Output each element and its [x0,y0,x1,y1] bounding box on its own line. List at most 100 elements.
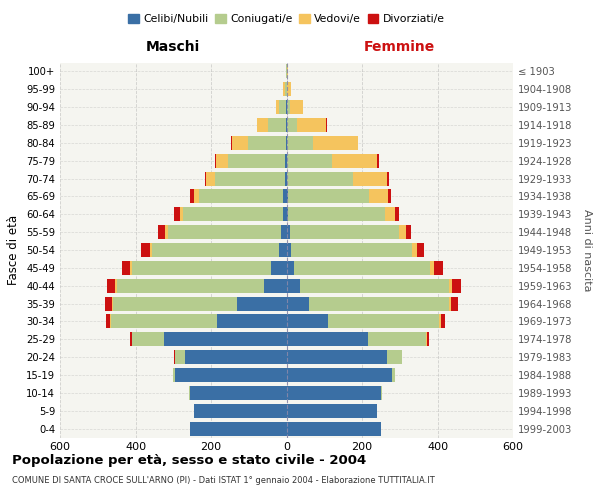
Bar [332,154,377,168]
Bar [150,243,152,257]
Bar [182,208,283,221]
Text: Popolazione per età, sesso e stato civile - 2004: Popolazione per età, sesso e stato civil… [12,454,366,467]
Bar [417,243,424,257]
Bar [287,225,290,239]
Bar [287,118,296,132]
Bar [164,332,287,346]
Bar [451,296,458,310]
Bar [194,190,199,203]
Bar [175,368,287,382]
Bar [190,386,287,400]
Bar [110,314,111,328]
Bar [289,208,385,221]
Bar [287,136,313,150]
Bar [287,296,309,310]
Bar [406,225,411,239]
Bar [368,332,426,346]
Bar [399,225,406,239]
Bar [385,208,395,221]
Bar [294,261,430,275]
Bar [141,243,150,257]
Bar [215,154,216,168]
Bar [395,208,399,221]
Bar [287,154,332,168]
Bar [287,261,294,275]
Bar [449,279,452,292]
Bar [190,190,194,203]
Bar [287,314,328,328]
Bar [287,332,368,346]
Legend: Celibi/Nubili, Coniugati/e, Vedovi/e, Divorziati/e: Celibi/Nubili, Coniugati/e, Vedovi/e, Di… [124,10,449,29]
Bar [287,279,300,292]
Y-axis label: Fasce di età: Fasce di età [7,215,20,285]
Bar [152,243,279,257]
Bar [205,172,206,185]
Bar [426,332,427,346]
Bar [194,404,287,417]
Bar [167,225,281,239]
Bar [158,225,166,239]
Bar [257,118,268,132]
Bar [377,154,379,168]
Bar [175,208,179,221]
Bar [401,350,403,364]
Bar [353,172,387,185]
Bar [113,296,238,310]
Bar [313,136,358,150]
Bar [130,261,132,275]
Text: COMUNE DI SANTA CROCE SULL'ARNO (PI) - Dati ISTAT 1° gennaio 2004 - Elaborazione: COMUNE DI SANTA CROCE SULL'ARNO (PI) - D… [12,476,435,485]
Bar [283,82,284,96]
Bar [427,332,429,346]
Bar [279,243,287,257]
Bar [291,243,412,257]
Bar [287,368,392,382]
Bar [296,118,326,132]
Bar [206,172,215,185]
Bar [388,190,391,203]
Bar [287,350,386,364]
Bar [287,243,291,257]
Bar [287,208,289,221]
Bar [287,422,381,436]
Bar [190,422,287,436]
Bar [229,154,285,168]
Bar [115,279,116,292]
Bar [268,118,286,132]
Bar [287,404,377,417]
Bar [122,261,130,275]
Bar [275,100,280,114]
Bar [286,136,287,150]
Bar [434,261,443,275]
Bar [111,314,217,328]
Bar [369,190,388,203]
Bar [107,279,115,292]
Bar [285,154,287,168]
Bar [112,296,113,310]
Bar [387,172,389,185]
Bar [132,332,164,346]
Bar [300,279,449,292]
Bar [430,261,434,275]
Bar [287,386,381,400]
Bar [449,296,451,310]
Bar [185,350,287,364]
Bar [287,82,291,96]
Bar [284,82,287,96]
Bar [287,172,353,185]
Bar [199,190,283,203]
Bar [328,314,439,328]
Y-axis label: Anni di nascita: Anni di nascita [582,209,592,291]
Bar [280,100,286,114]
Bar [287,190,369,203]
Text: Femmine: Femmine [364,40,436,54]
Bar [215,172,284,185]
Bar [238,296,287,310]
Bar [130,332,132,346]
Bar [271,261,287,275]
Bar [175,350,185,364]
Bar [116,279,264,292]
Bar [309,296,449,310]
Bar [106,314,110,328]
Bar [173,368,175,382]
Bar [264,279,287,292]
